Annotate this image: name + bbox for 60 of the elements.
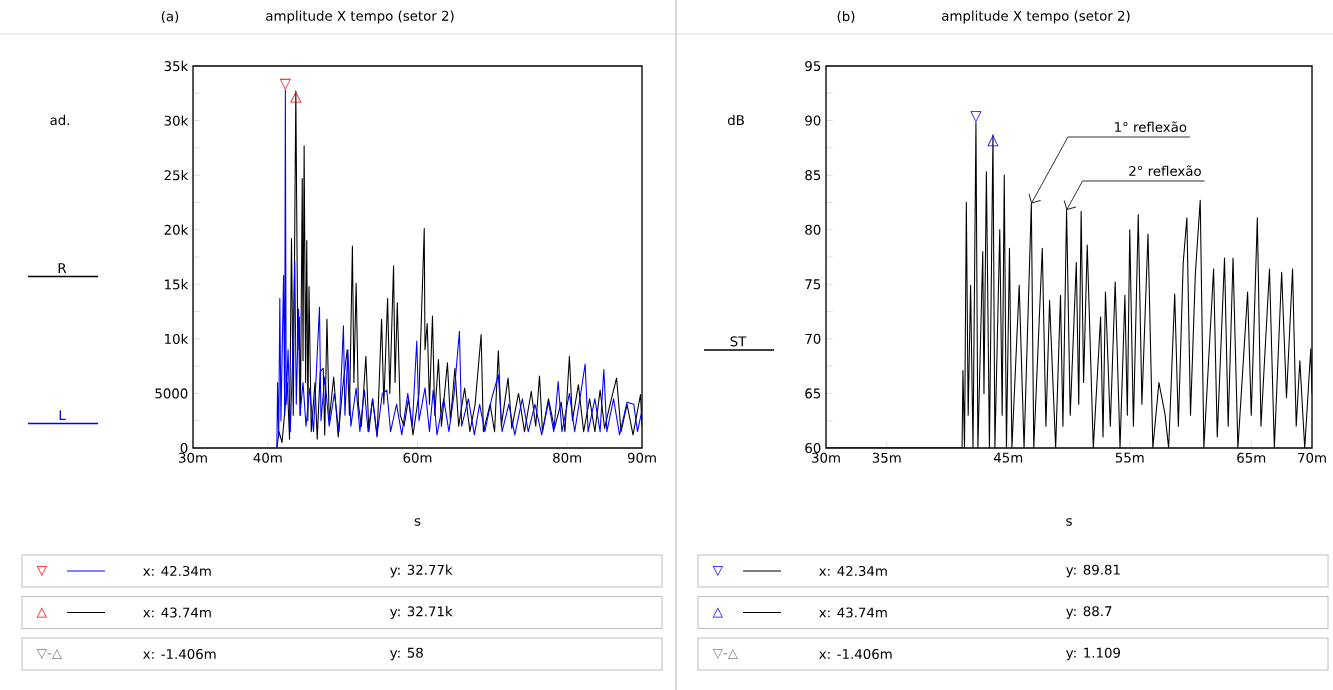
text: L (59, 410, 66, 420)
text: R (58, 263, 67, 273)
x-tick-label: 40m (253, 452, 282, 463)
text: (b) (837, 11, 855, 23)
x-tick-label: 60m (403, 452, 432, 463)
y-tick-label: 35k (164, 60, 189, 72)
text: x: 43.74m (143, 607, 211, 618)
text: ▽-△ (712, 648, 739, 660)
x-tick-label: 30m (179, 452, 207, 463)
text: △ (712, 607, 723, 618)
y-tick-label: 95 (805, 60, 821, 72)
text: △ (36, 607, 47, 618)
text: x: -1.406m (143, 648, 216, 660)
text: y: 1.109 (1066, 647, 1121, 661)
y-tick-label: 25k (164, 169, 189, 181)
text: ST (730, 336, 747, 347)
y-axis-title: dB (727, 114, 744, 126)
text: x: 42.34m (819, 565, 887, 577)
y-tick-label: 70 (805, 333, 821, 344)
y-tick-label: 85 (805, 170, 821, 181)
text: y: 32.71k (390, 606, 453, 619)
y-tick-label: 15k (165, 279, 189, 290)
y-tick-label: 10k (165, 333, 189, 345)
x-axis-title: s (414, 518, 421, 526)
y-tick-label: 0 (180, 442, 188, 454)
annotation: 2° reflexão (1129, 165, 1201, 177)
text: ▽ (712, 565, 723, 577)
y-tick-label: 65 (805, 388, 821, 399)
text: y: 89.81 (1066, 564, 1120, 578)
y-axis-title: ad. (50, 114, 70, 126)
text: x: 43.74m (819, 607, 887, 618)
x-axis-title: s (1066, 518, 1072, 526)
y-tick-label: 20k (164, 224, 189, 235)
chart-title: amplitude X tempo (setor 2) (266, 10, 454, 24)
y-tick-label: 75 (805, 279, 821, 290)
annotation: ▽ (279, 78, 291, 91)
text: x: 42.34m (143, 565, 211, 577)
text: ▽ (36, 565, 47, 577)
y-tick-label: 5000 (155, 388, 188, 399)
x-tick-label: 55m (1115, 452, 1144, 463)
y-tick-label: 30k (164, 115, 189, 126)
text: x: -1.406m (819, 648, 892, 660)
x-tick-label: 70m (1298, 452, 1326, 463)
y-tick-label: 60 (805, 442, 821, 454)
text: ▽-△ (36, 648, 63, 660)
x-tick-label: 30m (812, 452, 840, 463)
x-tick-label: 45m (993, 452, 1023, 463)
x-tick-label: 35m (872, 452, 901, 463)
text: (a) (161, 11, 179, 23)
y-tick-label: 90 (805, 115, 821, 126)
x-tick-label: 90m (627, 452, 656, 463)
text: y: 32.77k (390, 564, 453, 578)
y-tick-label: 80 (805, 224, 821, 235)
annotation: ▽ (970, 111, 982, 123)
chart-title: amplitude X tempo (setor 2) (942, 10, 1130, 24)
annotation: 1° reflexão (1115, 121, 1187, 133)
x-tick-label: 65m (1237, 452, 1266, 463)
text: y: 88.7 (1066, 606, 1112, 619)
text: y: 58 (390, 647, 423, 661)
x-tick-label: 80m (553, 452, 582, 463)
